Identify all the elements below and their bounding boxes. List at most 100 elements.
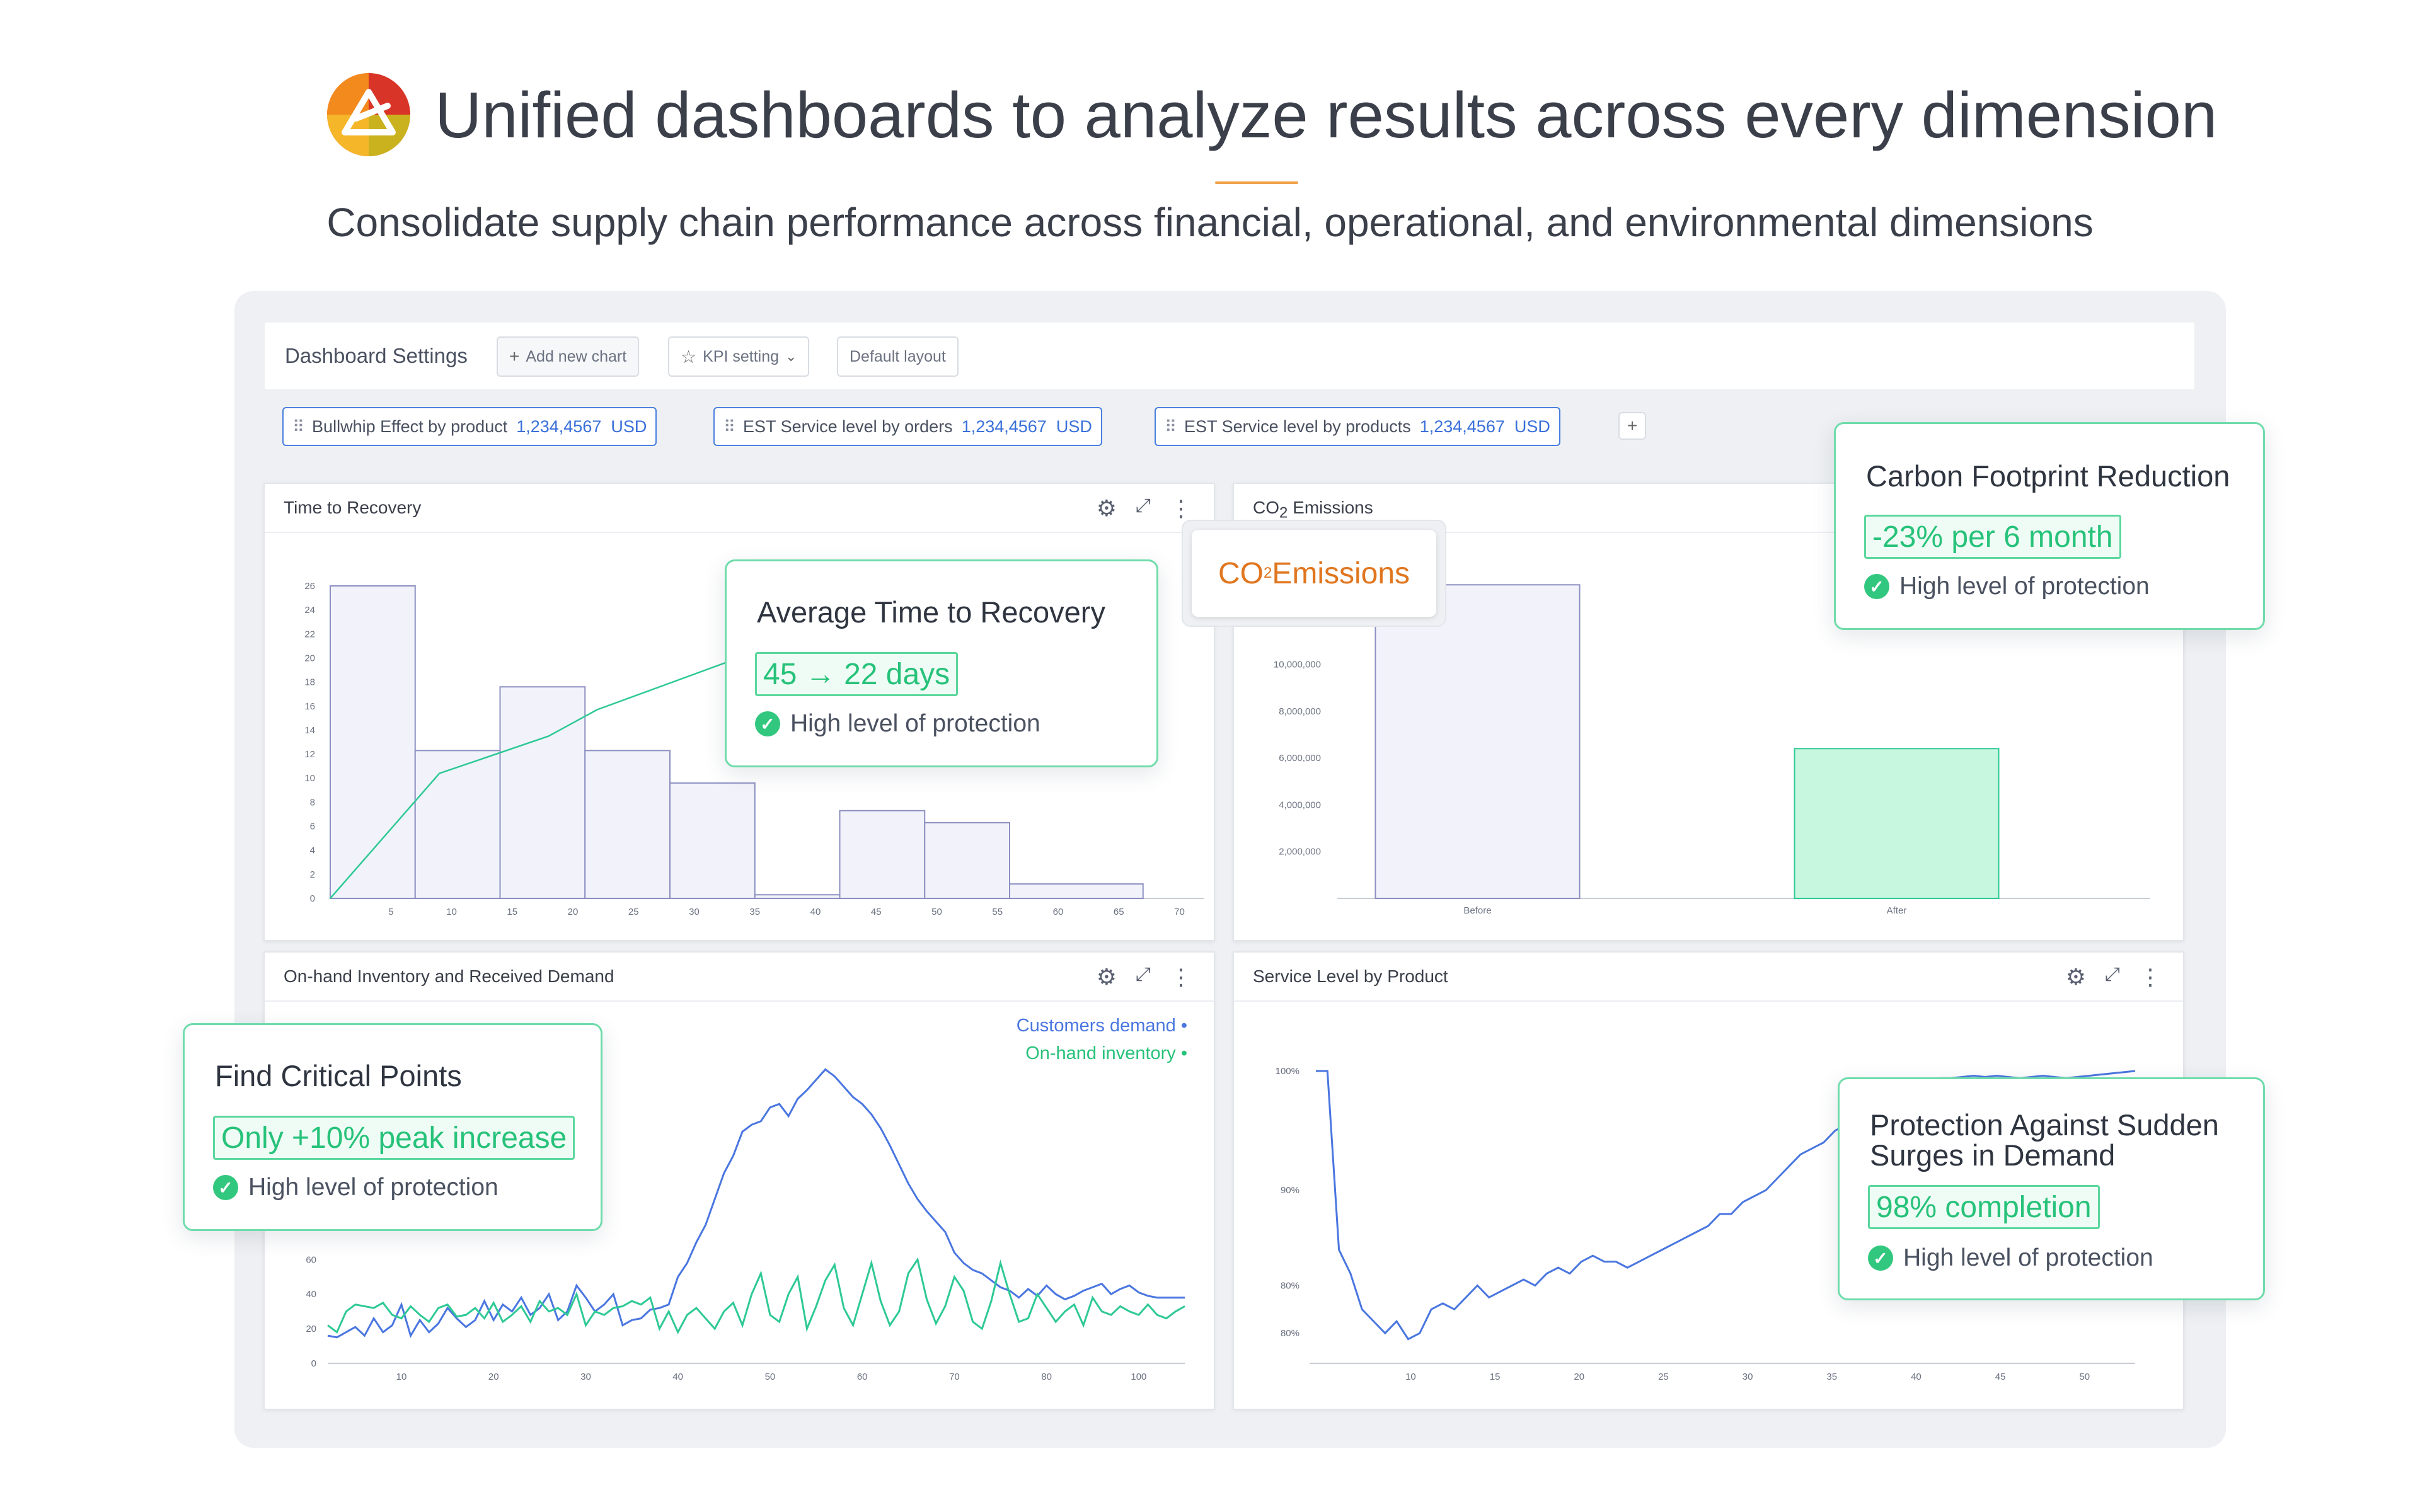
callout-protection-note: ✓ High level of protection <box>1864 573 2150 600</box>
x-tick-label: 10 <box>446 907 457 917</box>
co2-tooltip-label: CO 2 Emissions <box>1192 530 1436 617</box>
sudden-surges-callout: Protection Against Sudden Surges in Dema… <box>1838 1077 2265 1300</box>
page-subtitle: Consolidate supply chain performance acr… <box>326 200 2094 245</box>
service-chart: 10 15 20 25 30 35 40 45 50 80% 80% 90% 100% <box>1276 1066 2136 1382</box>
kpi-chip[interactable]: ⠿ EST Service level by orders 1,234,4567… <box>713 407 1102 446</box>
x-tick-label: 40 <box>1911 1372 1922 1382</box>
y-tick-label: 18 <box>304 677 315 688</box>
y-tick-label: 40 <box>306 1289 316 1300</box>
panel-title: Time to Recovery <box>284 498 422 517</box>
carbon-footprint-callout: Carbon Footprint Reduction -23% per 6 mo… <box>1834 422 2265 630</box>
x-tick-label: 55 <box>992 907 1003 917</box>
histogram-bar <box>499 686 586 899</box>
kpi-chip[interactable]: ⠿ EST Service level by products 1,234,45… <box>1155 407 1560 446</box>
y-tick-label: 0 <box>311 1358 316 1369</box>
settings-title: Dashboard Settings <box>285 344 468 367</box>
callout-protection-note: ✓ High level of protection <box>213 1174 498 1201</box>
co2-emissions-tooltip: CO 2 Emissions <box>1182 520 1446 627</box>
drag-handle-icon[interactable]: ⠿ <box>723 416 735 436</box>
cumulative-line <box>330 651 756 899</box>
panel-tools: ⚙ ⤢ ⋮ <box>2066 964 2162 990</box>
y-tick-label: 0 <box>310 893 315 904</box>
service-level-line <box>1316 1070 2136 1341</box>
kpi-value: 1,234,4567 USD <box>961 416 1092 436</box>
callout-metric-badge: -23% per 6 month <box>1864 515 2121 559</box>
x-tick-label: After <box>1887 905 1907 916</box>
x-tick-label: 50 <box>765 1372 776 1382</box>
histogram-bar <box>754 894 841 899</box>
y-tick-label: 60 <box>306 1254 316 1265</box>
legend-customers-demand: Customers demand • <box>1016 1016 1187 1036</box>
x-tick-label: 15 <box>507 907 517 917</box>
default-layout-button[interactable]: Default layout <box>837 336 959 377</box>
x-tick-label: 20 <box>568 907 579 917</box>
title-divider <box>1215 181 1298 184</box>
check-circle-icon: ✓ <box>755 711 780 736</box>
x-tick-label: 20 <box>488 1372 499 1382</box>
default-layout-label: Default layout <box>850 347 946 365</box>
x-tick-label: 35 <box>1826 1372 1837 1382</box>
callout-title: Find Critical Points <box>215 1059 462 1092</box>
x-tick-label: 50 <box>931 907 942 917</box>
x-tick-label: 45 <box>871 907 882 917</box>
x-tick-label: 60 <box>857 1372 868 1382</box>
kpi-label: Bullwhip Effect by product <box>312 416 508 436</box>
check-circle-icon: ✓ <box>1868 1246 1893 1271</box>
callout-title: Carbon Footprint Reduction <box>1866 459 2230 493</box>
callout-protection-note: ✓ High level of protection <box>1868 1244 2153 1272</box>
y-tick-label: 4,000,000 <box>1279 799 1321 810</box>
kpi-chip[interactable]: ⠿ Bullwhip Effect by product 1,234,4567 … <box>282 407 657 446</box>
y-tick-label: 20 <box>306 1324 316 1334</box>
callout-metric-badge: 45 → 22 days <box>755 652 959 696</box>
expand-icon[interactable]: ⤢ <box>1136 964 1151 985</box>
check-circle-icon: ✓ <box>213 1175 238 1200</box>
x-tick-label: 50 <box>2079 1372 2090 1382</box>
more-vertical-icon[interactable]: ⋮ <box>2139 964 2162 990</box>
expand-icon[interactable]: ⤢ <box>1136 495 1151 516</box>
expand-icon[interactable]: ⤢ <box>2105 964 2120 985</box>
y-tick-label: 20 <box>304 653 315 663</box>
panel-tools: ⚙ ⤢ ⋮ <box>1097 964 1192 990</box>
drag-handle-icon[interactable]: ⠿ <box>1165 416 1177 436</box>
x-tick-label: 70 <box>1174 907 1185 917</box>
x-tick-label: 60 <box>1053 907 1064 917</box>
x-tick-label: 20 <box>1574 1372 1584 1382</box>
gear-icon[interactable]: ⚙ <box>1096 964 1117 990</box>
more-vertical-icon[interactable]: ⋮ <box>1170 495 1192 521</box>
add-kpi-button[interactable]: + <box>1618 412 1646 440</box>
y-tick-label: 12 <box>304 749 315 760</box>
histogram-bar <box>1009 883 1144 899</box>
y-tick-label: 6 <box>310 822 315 832</box>
drag-handle-icon[interactable]: ⠿ <box>292 416 304 436</box>
kpi-setting-dropdown[interactable]: ☆ KPI setting ⌄ <box>668 336 810 377</box>
kpi-row: ⠿ Bullwhip Effect by product 1,234,4567 … <box>265 389 2194 471</box>
add-chart-button[interactable]: + Add new chart <box>497 336 640 377</box>
x-tick-label: 100 <box>1131 1372 1146 1382</box>
x-tick-label: 35 <box>749 907 760 917</box>
y-tick-label: 10,000,000 <box>1274 660 1321 670</box>
panel-tools: ⚙ ⤢ ⋮ <box>1097 495 1192 522</box>
gear-icon[interactable]: ⚙ <box>2065 964 2086 990</box>
y-tick-label: 26 <box>304 581 315 592</box>
kpi-label: EST Service level by products <box>1184 416 1411 436</box>
chevron-down-icon: ⌄ <box>785 348 797 364</box>
histogram-bar <box>839 810 926 899</box>
x-tick-label: 10 <box>1405 1372 1416 1382</box>
x-tick-label: 80 <box>1041 1372 1052 1382</box>
plus-icon: + <box>509 346 520 366</box>
page-title: Unified dashboards to analyze results ac… <box>435 79 2218 151</box>
co2-bar <box>1374 584 1581 900</box>
check-circle-icon: ✓ <box>1864 574 1889 599</box>
more-vertical-icon[interactable]: ⋮ <box>1170 964 1192 990</box>
onhand-inventory-line <box>327 1257 1185 1335</box>
dashboard-settings-bar: Dashboard Settings + Add new chart ☆ KPI… <box>265 323 2194 389</box>
x-tick-label: 45 <box>1995 1372 2006 1382</box>
y-tick-label: 80% <box>1281 1328 1299 1339</box>
callout-title-line2: Surges in Demand <box>1870 1138 2116 1172</box>
gear-icon[interactable]: ⚙ <box>1096 495 1117 521</box>
panel-title: On-hand Inventory and Received Demand <box>284 966 614 986</box>
co2-chart: 2,000,000 4,000,000 6,000,000 8,000,000 10,0… <box>1274 584 2150 916</box>
y-tick-label: 4 <box>310 845 315 856</box>
panel-header: On-hand Inventory and Received Demand ⚙ … <box>265 953 1214 1002</box>
